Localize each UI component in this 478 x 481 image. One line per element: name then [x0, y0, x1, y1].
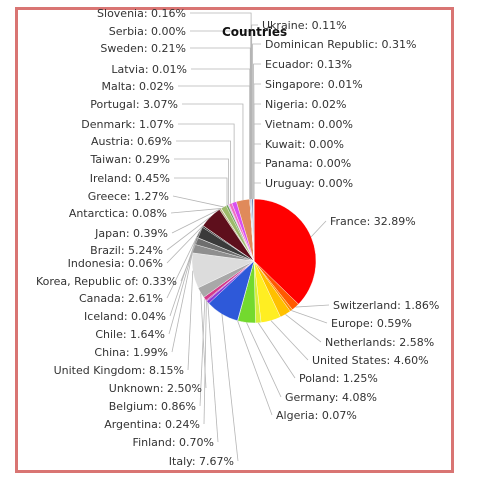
slice-label-dominican-republic: Dominican Republic: 0.31%: [265, 38, 416, 51]
slice-label-taiwan: Taiwan: 0.29%: [89, 153, 170, 166]
slice-label-italy: Italy: 7.67%: [169, 455, 234, 468]
leader-line-united-kingdom: [187, 270, 194, 371]
slice-label-antarctica: Antarctica: 0.08%: [69, 207, 167, 220]
leader-line-canada: [166, 231, 200, 299]
leader-line-germany: [246, 322, 282, 398]
slice-label-united-states: United States: 4.60%: [312, 354, 429, 367]
slice-label-panama: Panama: 0.00%: [265, 157, 351, 170]
leader-line-ukraine: [251, 24, 258, 200]
slice-label-canada: Canada: 2.61%: [79, 292, 163, 305]
leader-line-brazil: [166, 216, 211, 251]
slice-label-kuwait: Kuwait: 0.00%: [265, 138, 344, 151]
slice-label-ireland: Ireland: 0.45%: [90, 172, 170, 185]
slice-label-europe: Europe: 0.59%: [331, 317, 412, 330]
slice-label-china: China: 1.99%: [94, 346, 168, 359]
slice-label-poland: Poland: 1.25%: [299, 372, 378, 385]
slice-label-korea-republic-of: Korea, Republic of: 0.33%: [36, 275, 177, 288]
leader-line-iceland: [169, 237, 198, 317]
slice-label-latvia: Latvia: 0.01%: [111, 63, 187, 76]
leader-line-united-states: [270, 320, 309, 361]
leader-line-taiwan: [174, 158, 229, 205]
pie-slice-france[interactable]: [253, 198, 317, 305]
leader-line-europe: [291, 310, 328, 324]
leader-line-portugal: [182, 103, 244, 200]
leader-line-sweden: [190, 47, 251, 200]
leader-line-nigeria: [253, 103, 261, 200]
slice-label-sweden: Sweden: 0.21%: [100, 42, 186, 55]
leader-line-korea-republic-of: [180, 226, 203, 282]
leader-line-algeria: [237, 320, 273, 416]
slice-label-united-kingdom: United Kingdom: 8.15%: [54, 364, 184, 377]
leader-line-ireland: [174, 177, 228, 206]
leader-line-indonesia: [166, 225, 204, 264]
leader-line-poland: [257, 322, 296, 379]
leader-line-slovenia: [190, 12, 252, 200]
slice-label-greece: Greece: 1.27%: [88, 190, 169, 203]
leader-line-belgium: [199, 298, 206, 407]
leader-line-unknown: [200, 292, 207, 389]
leader-line-china: [171, 248, 194, 353]
leader-line-malta: [178, 85, 251, 200]
leader-line-austria: [176, 140, 231, 204]
slice-label-algeria: Algeria: 0.07%: [276, 409, 357, 422]
slice-label-denmark: Denmark: 1.07%: [81, 118, 174, 131]
slice-label-singapore: Singapore: 0.01%: [265, 78, 363, 91]
slice-label-japan: Japan: 0.39%: [94, 227, 168, 240]
leader-line-switzerland: [295, 304, 330, 308]
slice-label-switzerland: Switzerland: 1.86%: [333, 299, 439, 312]
slice-label-nigeria: Nigeria: 0.02%: [265, 98, 347, 111]
slice-label-chile: Chile: 1.64%: [95, 328, 165, 341]
slice-label-austria: Austria: 0.69%: [91, 135, 172, 148]
leader-line-finland: [207, 302, 219, 443]
leader-line-vietnam: [253, 123, 261, 199]
slice-label-ecuador: Ecuador: 0.13%: [265, 58, 352, 71]
leader-line-uruguay: [253, 182, 261, 199]
leader-line-france: [310, 220, 327, 238]
leader-line-netherlands: [285, 314, 322, 343]
slice-label-germany: Germany: 4.08%: [285, 391, 377, 404]
slice-label-serbia: Serbia: 0.00%: [109, 25, 186, 38]
leader-line-greece: [172, 195, 224, 208]
leader-line-panama: [253, 162, 261, 199]
slice-label-brazil: Brazil: 5.24%: [90, 244, 163, 257]
slice-label-netherlands: Netherlands: 2.58%: [325, 336, 434, 349]
slice-label-argentina: Argentina: 0.24%: [104, 418, 200, 431]
slice-label-portugal: Portugal: 3.07%: [90, 98, 178, 111]
slice-label-france: France: 32.89%: [330, 215, 416, 228]
slice-label-unknown: Unknown: 2.50%: [109, 382, 202, 395]
leader-line-dominican-republic: [252, 43, 261, 200]
leader-line-latvia: [191, 68, 251, 200]
leader-line-kuwait: [253, 143, 261, 199]
slice-label-slovenia: Slovenia: 0.16%: [97, 7, 186, 20]
slice-label-malta: Malta: 0.02%: [102, 80, 175, 93]
slice-label-uruguay: Uruguay: 0.00%: [265, 177, 353, 190]
slice-label-vietnam: Vietnam: 0.00%: [265, 118, 353, 131]
leader-line-singapore: [253, 83, 261, 200]
slice-label-finland: Finland: 0.70%: [133, 436, 214, 449]
leader-line-serbia: [190, 30, 252, 200]
slice-label-indonesia: Indonesia: 0.06%: [68, 257, 163, 270]
slice-label-iceland: Iceland: 0.04%: [84, 310, 166, 323]
chart-title: Countries: [222, 25, 287, 39]
leader-line-japan: [171, 208, 221, 234]
leader-line-argentina: [203, 300, 207, 425]
slice-label-ukraine: Ukraine: 0.11%: [262, 19, 347, 32]
leader-line-denmark: [178, 123, 235, 203]
leader-line-antarctica: [170, 208, 222, 214]
leader-line-italy: [221, 314, 239, 462]
slice-label-belgium: Belgium: 0.86%: [109, 400, 196, 413]
